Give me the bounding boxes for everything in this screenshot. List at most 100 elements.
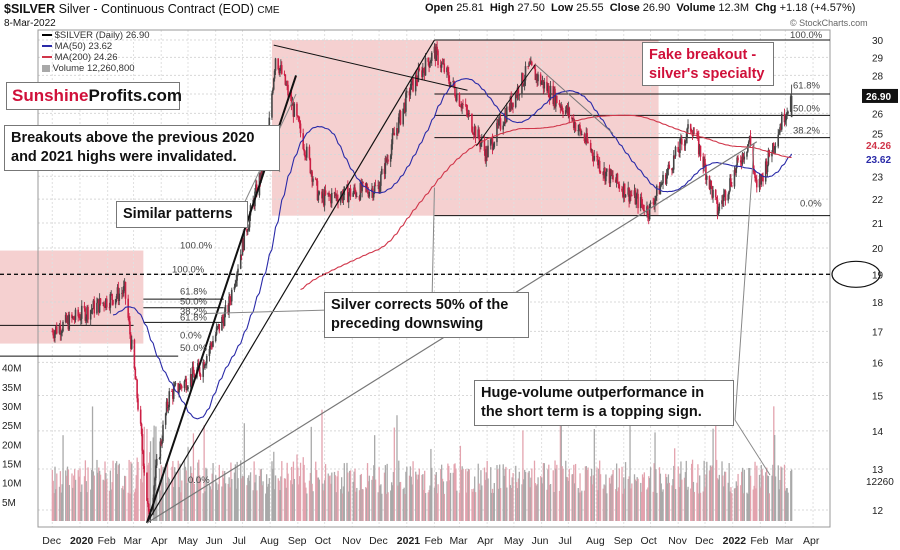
volume-bar	[96, 459, 98, 521]
candle-body	[179, 384, 181, 390]
volume-bar	[577, 488, 579, 521]
volume-bar	[485, 472, 487, 521]
volume-bar	[424, 493, 427, 521]
candle-body	[767, 150, 770, 165]
candle-body	[379, 185, 381, 194]
candle-body	[272, 89, 274, 94]
candle-body	[192, 366, 195, 374]
volume-bar	[374, 435, 376, 521]
volume-bar	[452, 472, 454, 521]
price-tick-label: 18	[872, 298, 884, 309]
candle-body	[303, 148, 305, 152]
volume-bar	[492, 492, 495, 521]
candle-body	[222, 319, 225, 326]
volume-bar	[233, 472, 236, 521]
fib20b-label-618: 61.8%	[180, 312, 207, 323]
price-tick-label: 17	[872, 327, 884, 338]
volume-bar	[699, 475, 701, 521]
volume-bar	[665, 477, 668, 521]
volume-bar	[331, 472, 333, 521]
volume-bar	[608, 477, 611, 521]
volume-bar	[422, 474, 424, 521]
volume-bar	[484, 479, 487, 521]
candle-body	[518, 94, 521, 96]
candle-body	[393, 132, 396, 136]
candle-body	[674, 146, 677, 157]
volume-bar	[736, 485, 738, 521]
volume-bar	[779, 479, 781, 521]
volume-bar	[416, 479, 419, 521]
candle-body	[541, 80, 544, 83]
candle-body	[687, 124, 689, 129]
candle-body	[161, 441, 163, 445]
candle-body	[349, 188, 352, 197]
volume-bar	[231, 479, 233, 521]
volume-bar	[129, 493, 131, 521]
candle-body	[384, 158, 387, 174]
volume-bar	[505, 466, 507, 521]
volume-bar	[481, 485, 483, 521]
volume-bar	[512, 473, 514, 521]
volume-bar	[473, 488, 475, 521]
candle-body	[98, 298, 101, 313]
volume-bar	[427, 492, 429, 521]
candle-body	[327, 192, 329, 195]
candle-body	[730, 178, 732, 186]
volume-bar	[574, 483, 576, 521]
candle-body	[765, 161, 768, 173]
volume-bar	[509, 485, 512, 521]
candle-body	[396, 128, 398, 136]
volume-bar	[716, 459, 718, 521]
candle-body	[723, 190, 726, 195]
candle-body	[639, 197, 642, 209]
volume-bar	[586, 469, 588, 521]
candle-body	[65, 314, 68, 323]
volume-bar	[334, 475, 337, 521]
candle-body	[562, 110, 564, 114]
candle-body	[104, 306, 106, 308]
candle-body	[727, 194, 730, 201]
candle-body	[323, 190, 326, 206]
volume-bar	[691, 463, 693, 521]
volume-bar	[758, 474, 761, 521]
candle-body	[233, 286, 236, 290]
volume-bar	[635, 481, 637, 521]
volume-bar	[790, 470, 792, 521]
volume-bar	[486, 460, 488, 521]
candle-body	[218, 324, 221, 331]
candle-body	[596, 156, 598, 157]
candle-body	[587, 141, 589, 143]
volume-bar	[324, 480, 326, 521]
candle-body	[117, 287, 120, 301]
candle-body	[359, 182, 362, 200]
volume-bar	[315, 461, 317, 521]
candle-body	[617, 182, 620, 185]
volume-bar	[133, 492, 136, 521]
volume-bar	[330, 483, 332, 521]
volume-bar	[662, 489, 664, 521]
volume-bar	[578, 492, 580, 521]
volume-bar	[424, 470, 426, 521]
volume-bar	[241, 475, 244, 521]
volume-bar	[193, 483, 195, 521]
candle-body	[124, 282, 127, 299]
volume-bar	[166, 462, 169, 521]
volume-bar	[556, 464, 558, 521]
price-tick-label: 26	[872, 109, 884, 120]
volume-bar	[630, 488, 632, 521]
candle-body	[742, 153, 745, 160]
volume-bar	[542, 463, 545, 521]
x-tick-label: Aug	[586, 535, 605, 547]
volume-bar	[722, 475, 724, 521]
volume-bar	[718, 474, 720, 521]
candle-body	[740, 162, 743, 164]
volume-bar	[230, 462, 232, 521]
volume-bar	[387, 492, 389, 521]
volume-bar	[543, 463, 545, 521]
volume-bar	[279, 490, 281, 521]
x-tick-label: Mar	[124, 535, 143, 547]
volume-bar	[124, 475, 126, 521]
volume-bar	[210, 489, 212, 521]
candle-body	[143, 466, 146, 473]
